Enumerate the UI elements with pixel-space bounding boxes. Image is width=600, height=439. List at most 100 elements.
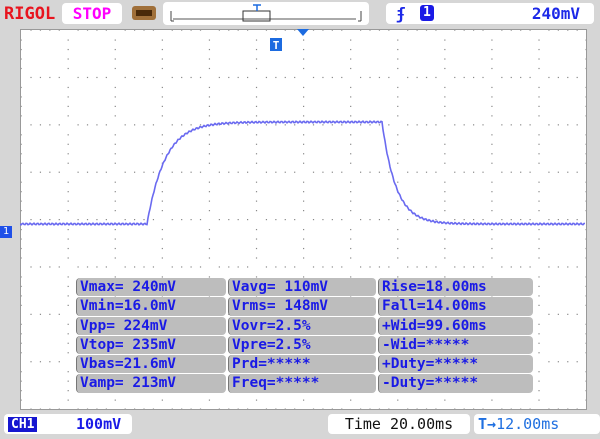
grid-dot [255,238,258,240]
grid-dot [237,29,239,31]
measurement-value: Vpp= 224mV [76,316,226,335]
grid-dot [67,134,69,136]
time-label: Time [344,415,381,433]
grid-dot [444,39,446,41]
grid-dot [58,76,60,79]
grid-dot [397,48,399,51]
grid-dot [548,29,550,31]
grid-dot [538,238,540,240]
grid-dot [114,191,116,193]
grid-dot [20,48,22,51]
grid-dot [255,247,258,250]
grid-dot [265,124,268,126]
grid-dot [67,48,69,51]
grid-dot [444,134,446,136]
grid-dot [491,115,493,117]
grid-dot [228,76,230,79]
ch1-scale[interactable]: CH1 100mV [4,414,132,434]
grid-dot [350,115,352,117]
grid-dot [114,58,116,60]
grid-dot [67,115,69,117]
grid-dot [20,200,22,202]
grid-dot [444,181,446,183]
grid-dot [124,266,126,268]
grid-dot [388,124,390,126]
grid-dot [567,76,569,79]
grid-dot [30,313,32,315]
grid-dot [435,266,437,268]
grid-dot [77,124,79,126]
grid-dot [538,181,540,183]
grid-dot [303,58,305,60]
grid-dot [161,143,163,145]
grid-dot [444,238,446,240]
grid-dot [491,162,493,164]
grid-dot [397,247,399,250]
trigger-status[interactable]: ʄ 1 240mV [386,3,594,24]
grid-dot [303,48,305,51]
run-state[interactable]: STOP [62,3,122,24]
grid-dot [255,67,258,70]
grid-dot [576,171,578,173]
grid-dot [510,76,512,79]
grid-dot [360,76,362,79]
grid-dot [303,276,305,278]
trigger-offset[interactable]: T→12.00ms [474,414,600,434]
grid-dot [114,39,116,41]
grid-dot [576,29,578,31]
grid-dot [538,143,540,145]
grid-dot [247,266,249,268]
grid-dot [255,257,258,259]
grid-dot [237,76,239,79]
grid-dot [538,105,540,107]
grid-dot [67,143,69,145]
timebase[interactable]: Time 20.00ms [328,414,470,434]
grid-dot [303,86,305,89]
ch1-offset-marker[interactable]: 1 [0,226,12,238]
grid-dot [161,96,163,98]
grid-dot [58,313,60,315]
grid-dot [143,219,145,221]
grid-dot [407,171,409,173]
grid-dot [181,29,183,31]
grid-dot [49,313,51,315]
grid-dot [208,39,211,41]
grid-dot [255,191,258,193]
grid-dot [397,86,399,89]
grid-dot [312,29,315,31]
grid-dot [39,124,42,126]
grid-dot [407,219,409,221]
grid-dot [303,399,305,401]
grid-dot [350,105,352,107]
grid-dot [529,266,531,268]
grid-dot [341,266,343,268]
grid-dot [67,342,69,344]
grid-dot [303,153,305,155]
grid-dot [255,153,258,155]
grid-dot [124,29,126,31]
grid-dot [435,124,437,126]
grid-dot [199,266,202,268]
grid-dot [67,39,69,41]
grid-dot [576,361,578,363]
grid-dot [350,143,352,145]
grid-dot [20,86,22,89]
grid-dot [20,58,22,60]
grid-dot [416,76,418,79]
grid-dot [284,124,286,126]
grid-dot [331,76,333,79]
grid-dot [303,105,305,107]
grid-dot [416,29,418,31]
grid-dot [350,58,352,60]
grid-dot [255,143,258,145]
grid-dot [303,247,305,250]
grid-dot [482,29,484,31]
grid-dot [491,153,493,155]
trigger-source: 1 [420,5,434,21]
grid-dot [265,266,268,268]
grid-dot [105,29,107,31]
grid-dot [67,276,69,278]
grid-dot [444,143,446,145]
grid-dot [407,76,409,79]
grid-dot [567,219,569,221]
